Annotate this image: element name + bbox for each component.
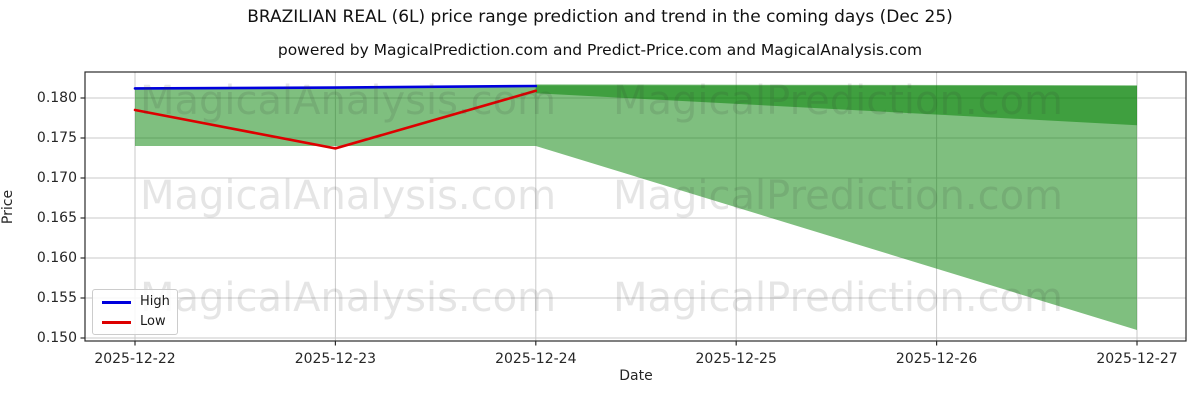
- low-line: [133, 89, 538, 150]
- y-tick-label: 0.155: [36, 290, 77, 306]
- high-line-swatch: [102, 300, 131, 304]
- band-historical-range: [135, 86, 536, 146]
- watermark-magicalanalysis: MagicalAnalysis.com: [139, 173, 557, 219]
- y-tick-label: 0.180: [36, 90, 77, 106]
- x-tick-label: 2025-12-25: [695, 351, 777, 367]
- watermark-magicalanalysis: MagicalAnalysis.com: [139, 78, 557, 124]
- legend-label-low: Low: [140, 314, 166, 329]
- legend-entry-high: High: [102, 295, 177, 309]
- legend-entry-low: Low: [102, 315, 177, 329]
- chart-title: BRAZILIAN REAL (6L) price range predicti…: [247, 7, 953, 27]
- x-tick-label: 2025-12-24: [495, 351, 577, 367]
- y-tick-label: 0.170: [36, 170, 77, 186]
- x-tick-label: 2025-12-22: [94, 351, 176, 367]
- y-tick-label: 0.160: [36, 250, 77, 266]
- watermark-magicalprediction: MagicalPrediction.com: [613, 173, 1063, 219]
- x-axis-title: Date: [619, 368, 653, 384]
- legend-label-high: High: [140, 294, 170, 309]
- chart-subtitle: powered by MagicalPrediction.com and Pre…: [277, 41, 923, 59]
- high-line: [133, 84, 538, 90]
- x-tick-label: 2025-12-23: [294, 351, 377, 367]
- y-tick-label: 0.150: [36, 330, 77, 346]
- band-forecast-fan: [535, 85, 1137, 330]
- band-forecast-upper-strip: [535, 84, 1137, 126]
- low-line-swatch: [102, 320, 131, 324]
- legend: High Low: [92, 289, 178, 335]
- watermark-magicalprediction: MagicalPrediction.com: [613, 78, 1063, 124]
- watermark-magicalanalysis: MagicalAnalysis.com: [139, 275, 557, 321]
- watermark-magicalprediction: MagicalPrediction.com: [613, 275, 1063, 321]
- y-axis-title: Price: [0, 189, 16, 225]
- x-tick-label: 2025-12-26: [895, 351, 978, 367]
- y-tick-label: 0.165: [36, 210, 77, 226]
- axes-frame: [84, 71, 1187, 342]
- x-tick-label: 2025-12-27: [1096, 351, 1178, 367]
- y-tick-label: 0.175: [36, 130, 77, 146]
